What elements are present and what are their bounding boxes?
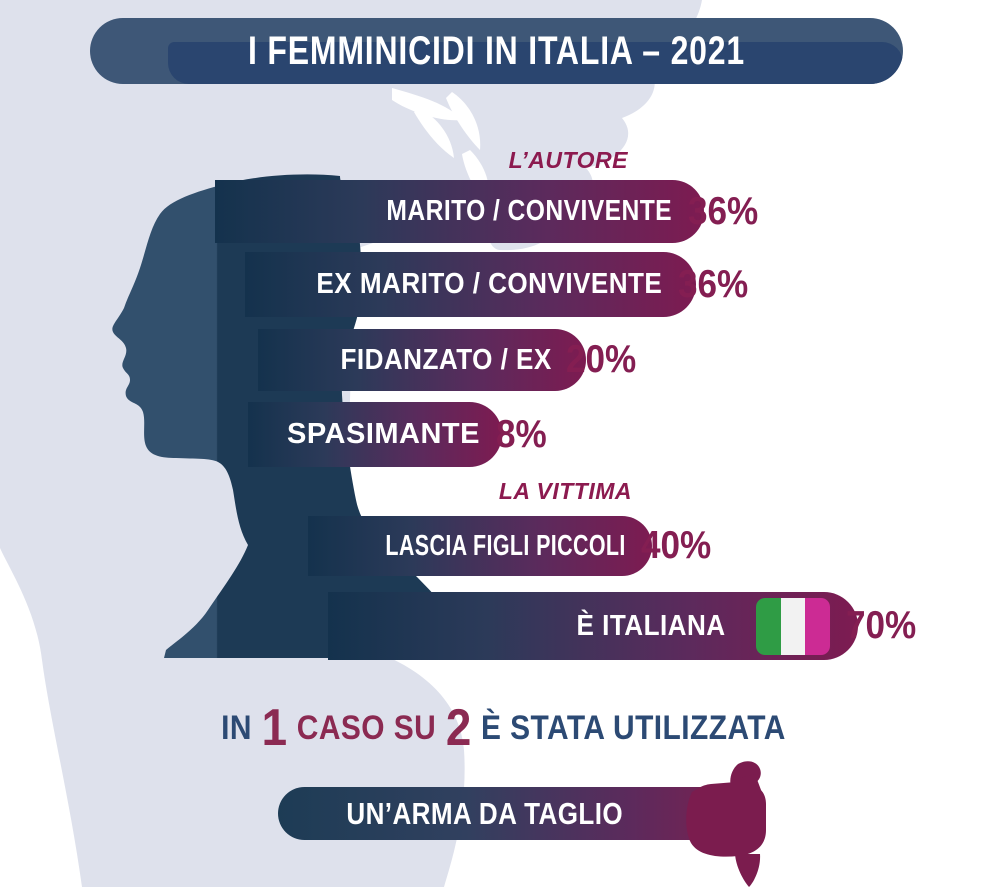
- statement-text: IN: [221, 708, 252, 747]
- bar-lascia-figli-piccoli: LASCIA FIGLI PICCOLI: [308, 516, 652, 576]
- bar-spasimante: SPASIMANTE: [248, 402, 502, 467]
- bar-value: 36%: [688, 189, 759, 233]
- bar-label: MARITO / CONVIVENTE: [386, 195, 672, 227]
- bar-label: FIDANZATO / EX: [340, 343, 552, 376]
- statement-text: CASO SU: [296, 708, 437, 747]
- italy-flag-icon: [756, 597, 830, 655]
- bar-ex-marito-convivente: EX MARITO / CONVIVENTE: [245, 252, 696, 317]
- weapon-statement: IN 1 CASO SU 2 È STATA UTILIZZATA: [60, 700, 946, 756]
- weapon-pill: UN’ARMA DA TAGLIO: [278, 787, 747, 840]
- bar-marito-convivente: MARITO / CONVIVENTE: [215, 180, 704, 243]
- bar-e-italiana: È ITALIANA: [328, 592, 858, 660]
- bar-label: È ITALIANA: [576, 609, 726, 642]
- section-label-vittima: LA VITTIMA: [498, 478, 632, 504]
- title-banner: I FEMMINICIDI IN ITALIA – 2021: [90, 18, 903, 84]
- flag-stripe-green: [756, 597, 781, 655]
- statement-number: 2: [445, 699, 472, 757]
- page-title: I FEMMINICIDI IN ITALIA – 2021: [248, 28, 745, 73]
- weapon-pill-label: UN’ARMA DA TAGLIO: [346, 795, 624, 831]
- statement-number: 1: [261, 699, 288, 757]
- bar-value: 40%: [641, 524, 712, 567]
- flag-stripe-white: [780, 597, 806, 655]
- statement-text: È STATA UTILIZZATA: [480, 708, 786, 747]
- bar-label: EX MARITO / CONVIVENTE: [316, 268, 662, 300]
- bar-label: SPASIMANTE: [287, 418, 480, 450]
- bar-value: 36%: [678, 262, 749, 306]
- bar-value: 20%: [566, 338, 637, 381]
- flag-stripe-pink: [805, 597, 830, 655]
- title-banner-shade: [168, 42, 903, 84]
- section-label-autore: L’AUTORE: [508, 147, 628, 173]
- bar-value: 70%: [846, 604, 917, 647]
- bar-value: 8%: [496, 412, 547, 456]
- bar-fidanzato-ex: FIDANZATO / EX: [258, 329, 586, 391]
- bar-label: LASCIA FIGLI PICCOLI: [385, 529, 626, 562]
